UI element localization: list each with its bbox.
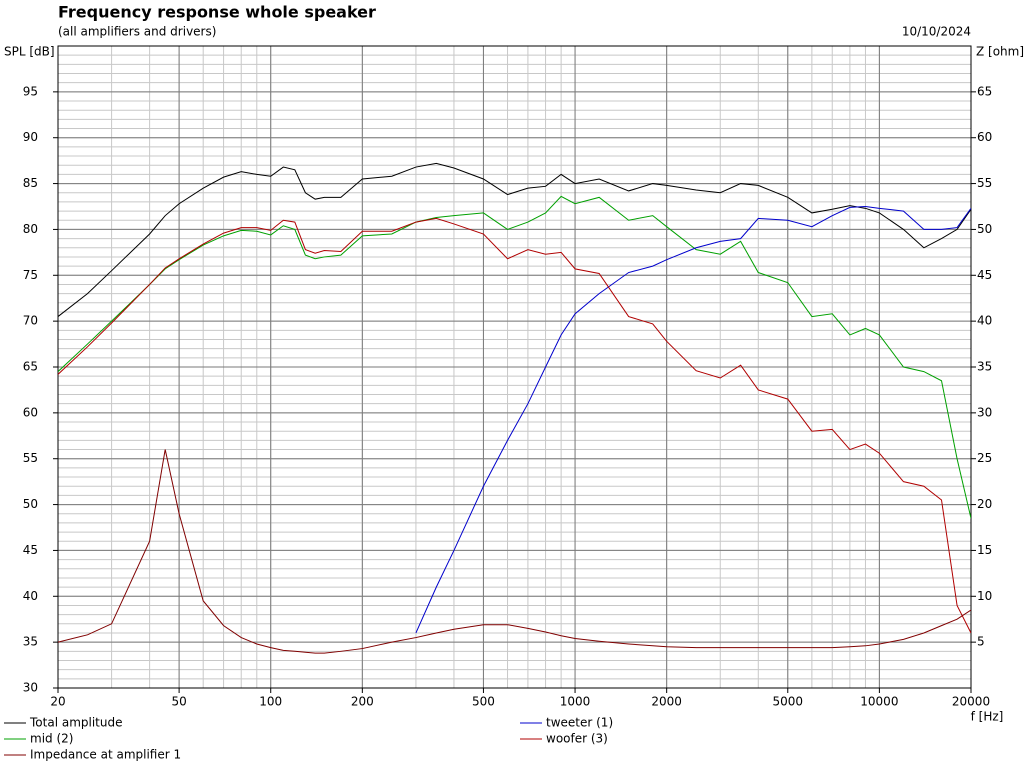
series-line [58, 162, 971, 317]
x-tick-label: 20000 [952, 695, 990, 709]
y-tick-label: 70 [23, 314, 38, 328]
x-tick-label: 2000 [651, 695, 682, 709]
y-tick-label: 80 [23, 222, 38, 236]
legend-label: mid (2) [30, 732, 73, 746]
y2-tick-label: 30 [977, 405, 992, 419]
y-tick-label: 30 [23, 681, 38, 695]
legend-label: Impedance at amplifier 1 [30, 748, 181, 762]
y2-tick-label: 35 [977, 360, 992, 374]
y-tick-label: 85 [23, 176, 38, 190]
x-tick-label: 1000 [560, 695, 591, 709]
y-tick-label: 90 [23, 130, 38, 144]
y2-tick-label: 5 [977, 635, 985, 649]
y-tick-label: 65 [23, 360, 38, 374]
y2-tick-label: 15 [977, 543, 992, 557]
plot-border [57, 45, 972, 689]
chart-date: 10/10/2024 [902, 25, 971, 39]
series-line [58, 217, 971, 634]
series-line [58, 195, 971, 519]
y2-tick-label: 65 [977, 84, 992, 98]
x-tick-label: 200 [351, 695, 374, 709]
x-tick-label: 5000 [772, 695, 803, 709]
series-line [58, 449, 971, 654]
x-tick-label: 500 [472, 695, 495, 709]
x-tick-label: 10000 [860, 695, 898, 709]
legend-label: tweeter (1) [546, 716, 613, 730]
y2-tick-label: 45 [977, 268, 992, 282]
y-tick-label: 35 [23, 635, 38, 649]
y2-tick-label: 55 [977, 176, 992, 190]
x-tick-label: 20 [50, 695, 65, 709]
y-tick-label: 45 [23, 543, 38, 557]
y-tick-label: 95 [23, 84, 38, 98]
series-line [415, 205, 971, 634]
y2-axis-label: Z [ohm] [976, 45, 1024, 59]
x-tick-label: 50 [171, 695, 186, 709]
y-tick-label: 60 [23, 405, 38, 419]
legend-label: woofer (3) [546, 732, 608, 746]
x-tick-label: 100 [259, 695, 282, 709]
y-tick-label: 40 [23, 589, 38, 603]
chart-subtitle: (all amplifiers and drivers) [58, 25, 216, 39]
x-axis-label: f [Hz] [971, 710, 1004, 724]
y-tick-label: 75 [23, 268, 38, 282]
legend-label: Total amplitude [29, 716, 122, 730]
y2-tick-label: 25 [977, 451, 992, 465]
y2-tick-label: 40 [977, 314, 992, 328]
y2-tick-label: 60 [977, 130, 992, 144]
y2-tick-label: 50 [977, 222, 992, 236]
chart-title: Frequency response whole speaker [58, 3, 376, 22]
y-tick-label: 50 [23, 497, 38, 511]
y2-tick-label: 10 [977, 589, 992, 603]
y-tick-label: 55 [23, 451, 38, 465]
y-axis-label: SPL [dB] [4, 45, 55, 59]
y2-tick-label: 20 [977, 497, 992, 511]
